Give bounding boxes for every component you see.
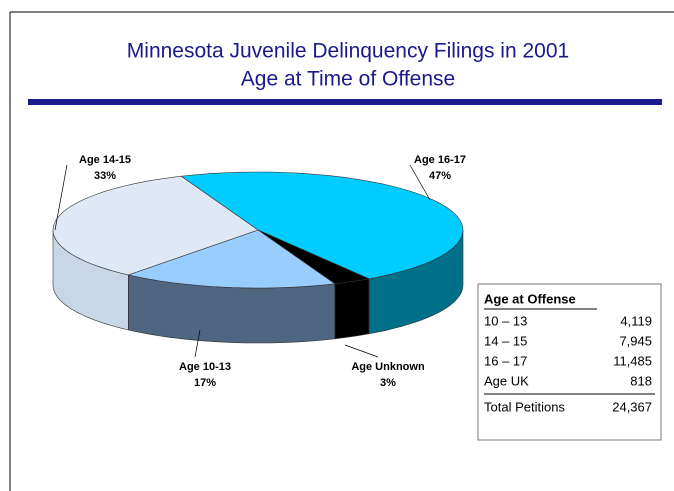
leader-line [54,164,68,231]
pie-slice [180,171,464,280]
table-title: Age at Offense [484,291,576,306]
pie-slice [257,229,371,285]
slice-value-label: 47% [429,170,451,182]
pie-slice [52,175,259,276]
row-label: 14 – 15 [484,333,527,348]
leader-line [194,329,201,358]
leader-line [344,344,379,358]
slice-value-label: 33% [94,170,116,182]
row-value: 818 [630,373,652,388]
row-label: 16 – 17 [484,353,527,368]
slice-label: Age 10-13 [179,361,231,373]
table: 10 – 13 4,119 14 – 15 7,945 16 – 17 11,485 Age… [484,313,652,414]
title-line-2: Age at Time of Offense [241,68,455,91]
slice-value-label: 3% [380,377,396,389]
leader-line [409,164,431,201]
slice-value-label: 17% [194,377,216,389]
slice-label: Age 16-17 [414,154,466,166]
row-label: 10 – 13 [484,313,527,328]
title-rule [28,99,662,105]
total-label: Total Petitions [484,399,565,414]
title-line-1: Minnesota Juvenile Delinquency Filings i… [127,40,569,63]
pie-chart [52,171,464,344]
slice-label: Age 14-15 [79,154,131,166]
total-value: 24,367 [612,399,652,414]
pie-side [334,278,370,340]
row-label: Age UK [484,373,529,388]
row-value: 4,119 [620,313,652,328]
row-value: 11,485 [613,353,652,368]
slice-label: Age Unknown [351,361,425,373]
pie-slice [127,229,336,289]
pie-labels: Age 16-17 47% Age Unknown 3% Age 10-13 17% Age… [54,154,466,389]
table-box [477,283,662,441]
row-value: 7,945 [619,333,652,348]
